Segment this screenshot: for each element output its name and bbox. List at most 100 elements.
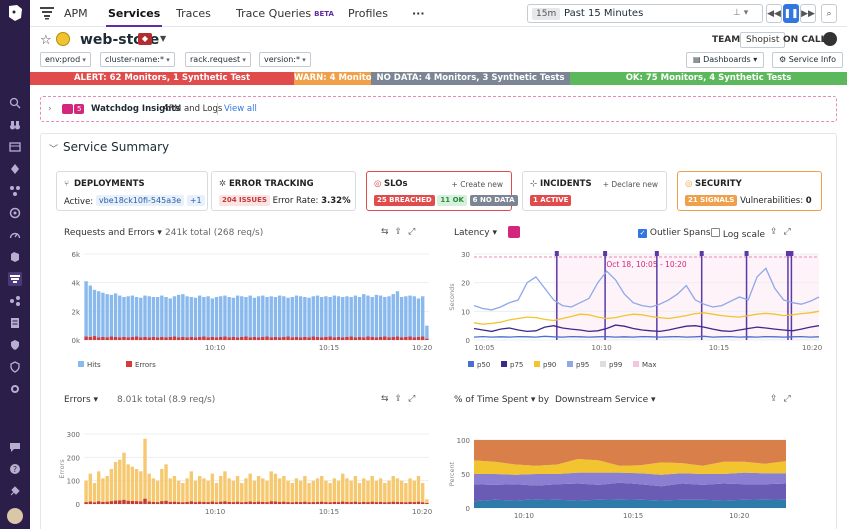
integrations-icon[interactable] xyxy=(8,206,22,220)
operation-filter[interactable]: rack.request xyxy=(185,52,251,67)
dashboards-button[interactable]: ▤ Dashboards ▾ xyxy=(686,52,765,68)
widget-tools[interactable]: ⇪⤢ xyxy=(770,394,797,404)
help-icon[interactable]: ? xyxy=(8,462,22,476)
infrastructure-icon[interactable] xyxy=(8,184,22,198)
group-by-select[interactable]: Downstream Service ▾ xyxy=(555,395,656,405)
pause-button[interactable]: ❚❚ xyxy=(783,4,799,23)
apm-icon[interactable] xyxy=(8,272,22,286)
checkbox-checked-icon[interactable]: ✓ xyxy=(638,229,647,238)
gauge-icon[interactable] xyxy=(8,228,22,242)
latency-chart[interactable]: 30 20 10 0 10:05 10:10 10:15 10:20 Seconds Oct 18… xyxy=(446,244,826,374)
tab-apm[interactable]: APM xyxy=(64,7,88,20)
user-avatar[interactable] xyxy=(7,508,23,524)
version-filter[interactable]: version:* xyxy=(259,52,311,67)
tab-profiles[interactable]: Profiles xyxy=(348,7,388,20)
time-spent-widget-title[interactable]: % of Time Spent ▾ xyxy=(454,395,536,405)
chevron-right-icon[interactable]: › xyxy=(48,104,52,114)
expand-icon[interactable]: ⤢ xyxy=(783,227,797,237)
dashboard-icon[interactable] xyxy=(8,140,22,154)
hits-bar xyxy=(425,325,429,340)
slos-card[interactable]: ◎ SLOs + Create new 25 BREACHED 11 OK 6 N… xyxy=(366,171,518,211)
monitor-icon[interactable] xyxy=(8,162,22,176)
chevron-down-icon[interactable]: ﹀ xyxy=(49,145,59,155)
alert-status[interactable]: ALERT: 62 Monitors, 1 Synthetic Test xyxy=(30,72,294,85)
chevron-down-icon[interactable]: ▼ xyxy=(160,34,167,43)
issues-badge[interactable]: 204 ISSUES xyxy=(219,195,270,206)
version-chip[interactable]: vbe18ck10fi-545a3e xyxy=(95,195,185,206)
create-slo-button[interactable]: + Create new xyxy=(451,180,503,189)
binoculars-icon[interactable] xyxy=(8,118,22,132)
expand-icon[interactable]: ⤢ xyxy=(408,227,422,237)
datadog-logo-icon[interactable] xyxy=(5,3,25,23)
errors-bar xyxy=(408,478,412,504)
export-icon[interactable]: ⇪ xyxy=(394,394,409,404)
area-series-s5 xyxy=(474,440,786,466)
dog-icon[interactable] xyxy=(8,250,22,264)
network-icon[interactable] xyxy=(8,294,22,308)
oncall-avatar[interactable] xyxy=(823,32,837,46)
chat-icon[interactable] xyxy=(8,440,22,454)
errors-chart[interactable]: 300 200 100 0 10:10 10:15 10:20 Errors xyxy=(56,426,436,529)
tab-traces[interactable]: Traces xyxy=(176,7,211,20)
view-all-link[interactable]: View all xyxy=(224,104,257,114)
nodata-status[interactable]: NO DATA: 4 Monitors, 3 Synthetic Tests xyxy=(371,72,570,85)
error-tracking-card[interactable]: ✲ ERROR TRACKING 204 ISSUES Error Rate: 3… xyxy=(211,171,356,211)
warn-status[interactable]: WARN: 4 Monitors xyxy=(294,72,371,85)
requests-widget-title[interactable]: Requests and Errors ▾ xyxy=(64,228,162,238)
more-menu-button[interactable]: ··· xyxy=(412,7,425,20)
compare-icon[interactable]: ⇆ xyxy=(381,227,395,237)
export-icon[interactable]: ⇪ xyxy=(394,227,409,237)
cluster-filter[interactable]: cluster-name:* xyxy=(100,52,175,67)
errors-bar-base xyxy=(408,501,412,504)
expand-icon[interactable]: ⤢ xyxy=(408,394,422,404)
rewind-button[interactable]: ◀◀ xyxy=(766,4,782,23)
shield-icon[interactable] xyxy=(8,360,22,374)
tab-trace-queries[interactable]: Trace Queries BETA xyxy=(236,7,334,20)
time-spent-chart[interactable]: 100 50 0 10:10 10:15 10:20 Percent xyxy=(446,426,826,529)
requests-chart[interactable]: 6k 4k 2k 0k 10:10 10:15 10:20 Hits Errors xyxy=(56,244,436,374)
security-icon[interactable] xyxy=(8,338,22,352)
export-icon[interactable]: ⇪ xyxy=(770,394,784,404)
incidents-card[interactable]: ⊹ INCIDENTS + Declare new 1 ACTIVE xyxy=(522,171,667,211)
hits-bar xyxy=(286,297,290,340)
errors-widget-title[interactable]: Errors ▾ xyxy=(64,395,99,405)
widget-tools[interactable]: ⇆⇪⤢ xyxy=(381,227,421,237)
log-scale-toggle[interactable]: Log scale xyxy=(711,228,765,240)
extra-versions-chip[interactable]: +1 xyxy=(186,195,205,206)
env-filter[interactable]: env:prod xyxy=(40,52,91,67)
ok-status[interactable]: OK: 75 Monitors, 4 Synthetic Tests xyxy=(570,72,847,85)
ok-badge[interactable]: 11 OK xyxy=(437,195,467,206)
apm-menu-icon[interactable] xyxy=(40,6,54,20)
expand-icon[interactable]: ⤢ xyxy=(783,394,797,404)
settings-icon[interactable] xyxy=(8,382,22,396)
forward-button[interactable]: ▶▶ xyxy=(800,4,816,23)
logs-icon[interactable] xyxy=(8,316,22,330)
breached-badge[interactable]: 25 BREACHED xyxy=(374,195,435,206)
team-chip[interactable]: Shopist xyxy=(740,32,786,48)
watchdog-icon[interactable] xyxy=(508,226,520,238)
search-icon[interactable] xyxy=(8,96,22,110)
outlier-spans-toggle[interactable]: ✓ Outlier Spans xyxy=(638,228,711,238)
deployments-card[interactable]: ⑂ DEPLOYMENTS Active: vbe18ck10fi-545a3e … xyxy=(56,171,208,211)
service-info-button[interactable]: ⚙ Service Info xyxy=(772,52,843,68)
signals-badge[interactable]: 21 SIGNALS xyxy=(685,195,738,206)
security-card[interactable]: ◎ SECURITY 21 SIGNALS Vulnerabilities: 0 xyxy=(677,171,822,211)
pin-icon[interactable]: ⊥ ▾ xyxy=(733,8,749,18)
star-icon[interactable]: ☆ xyxy=(40,33,52,48)
hits-bar xyxy=(206,296,210,340)
widget-tools[interactable]: ⇪⤢ xyxy=(770,227,797,237)
plugin-icon[interactable] xyxy=(8,484,22,498)
declare-incident-button[interactable]: + Declare new xyxy=(602,180,658,189)
compare-icon[interactable]: ⇆ xyxy=(381,394,395,404)
checkbox-icon[interactable] xyxy=(711,228,720,237)
latency-widget-title[interactable]: Latency ▾ xyxy=(454,228,497,238)
nodata-badge[interactable]: 6 NO DATA xyxy=(469,195,518,206)
active-incidents-badge[interactable]: 1 ACTIVE xyxy=(530,195,572,206)
widget-tools[interactable]: ⇆⇪⤢ xyxy=(381,394,421,404)
zoom-button[interactable]: ⌕ xyxy=(821,4,837,23)
time-picker[interactable]: 15m Past 15 Minutes ⊥ ▾ xyxy=(527,4,763,23)
tab-services[interactable]: Services xyxy=(105,7,163,27)
errors-bar xyxy=(332,337,337,340)
export-icon[interactable]: ⇪ xyxy=(770,227,784,237)
watchdog-insights[interactable]: › 5 Watchdog Insights APM and Logs View … xyxy=(40,96,837,122)
